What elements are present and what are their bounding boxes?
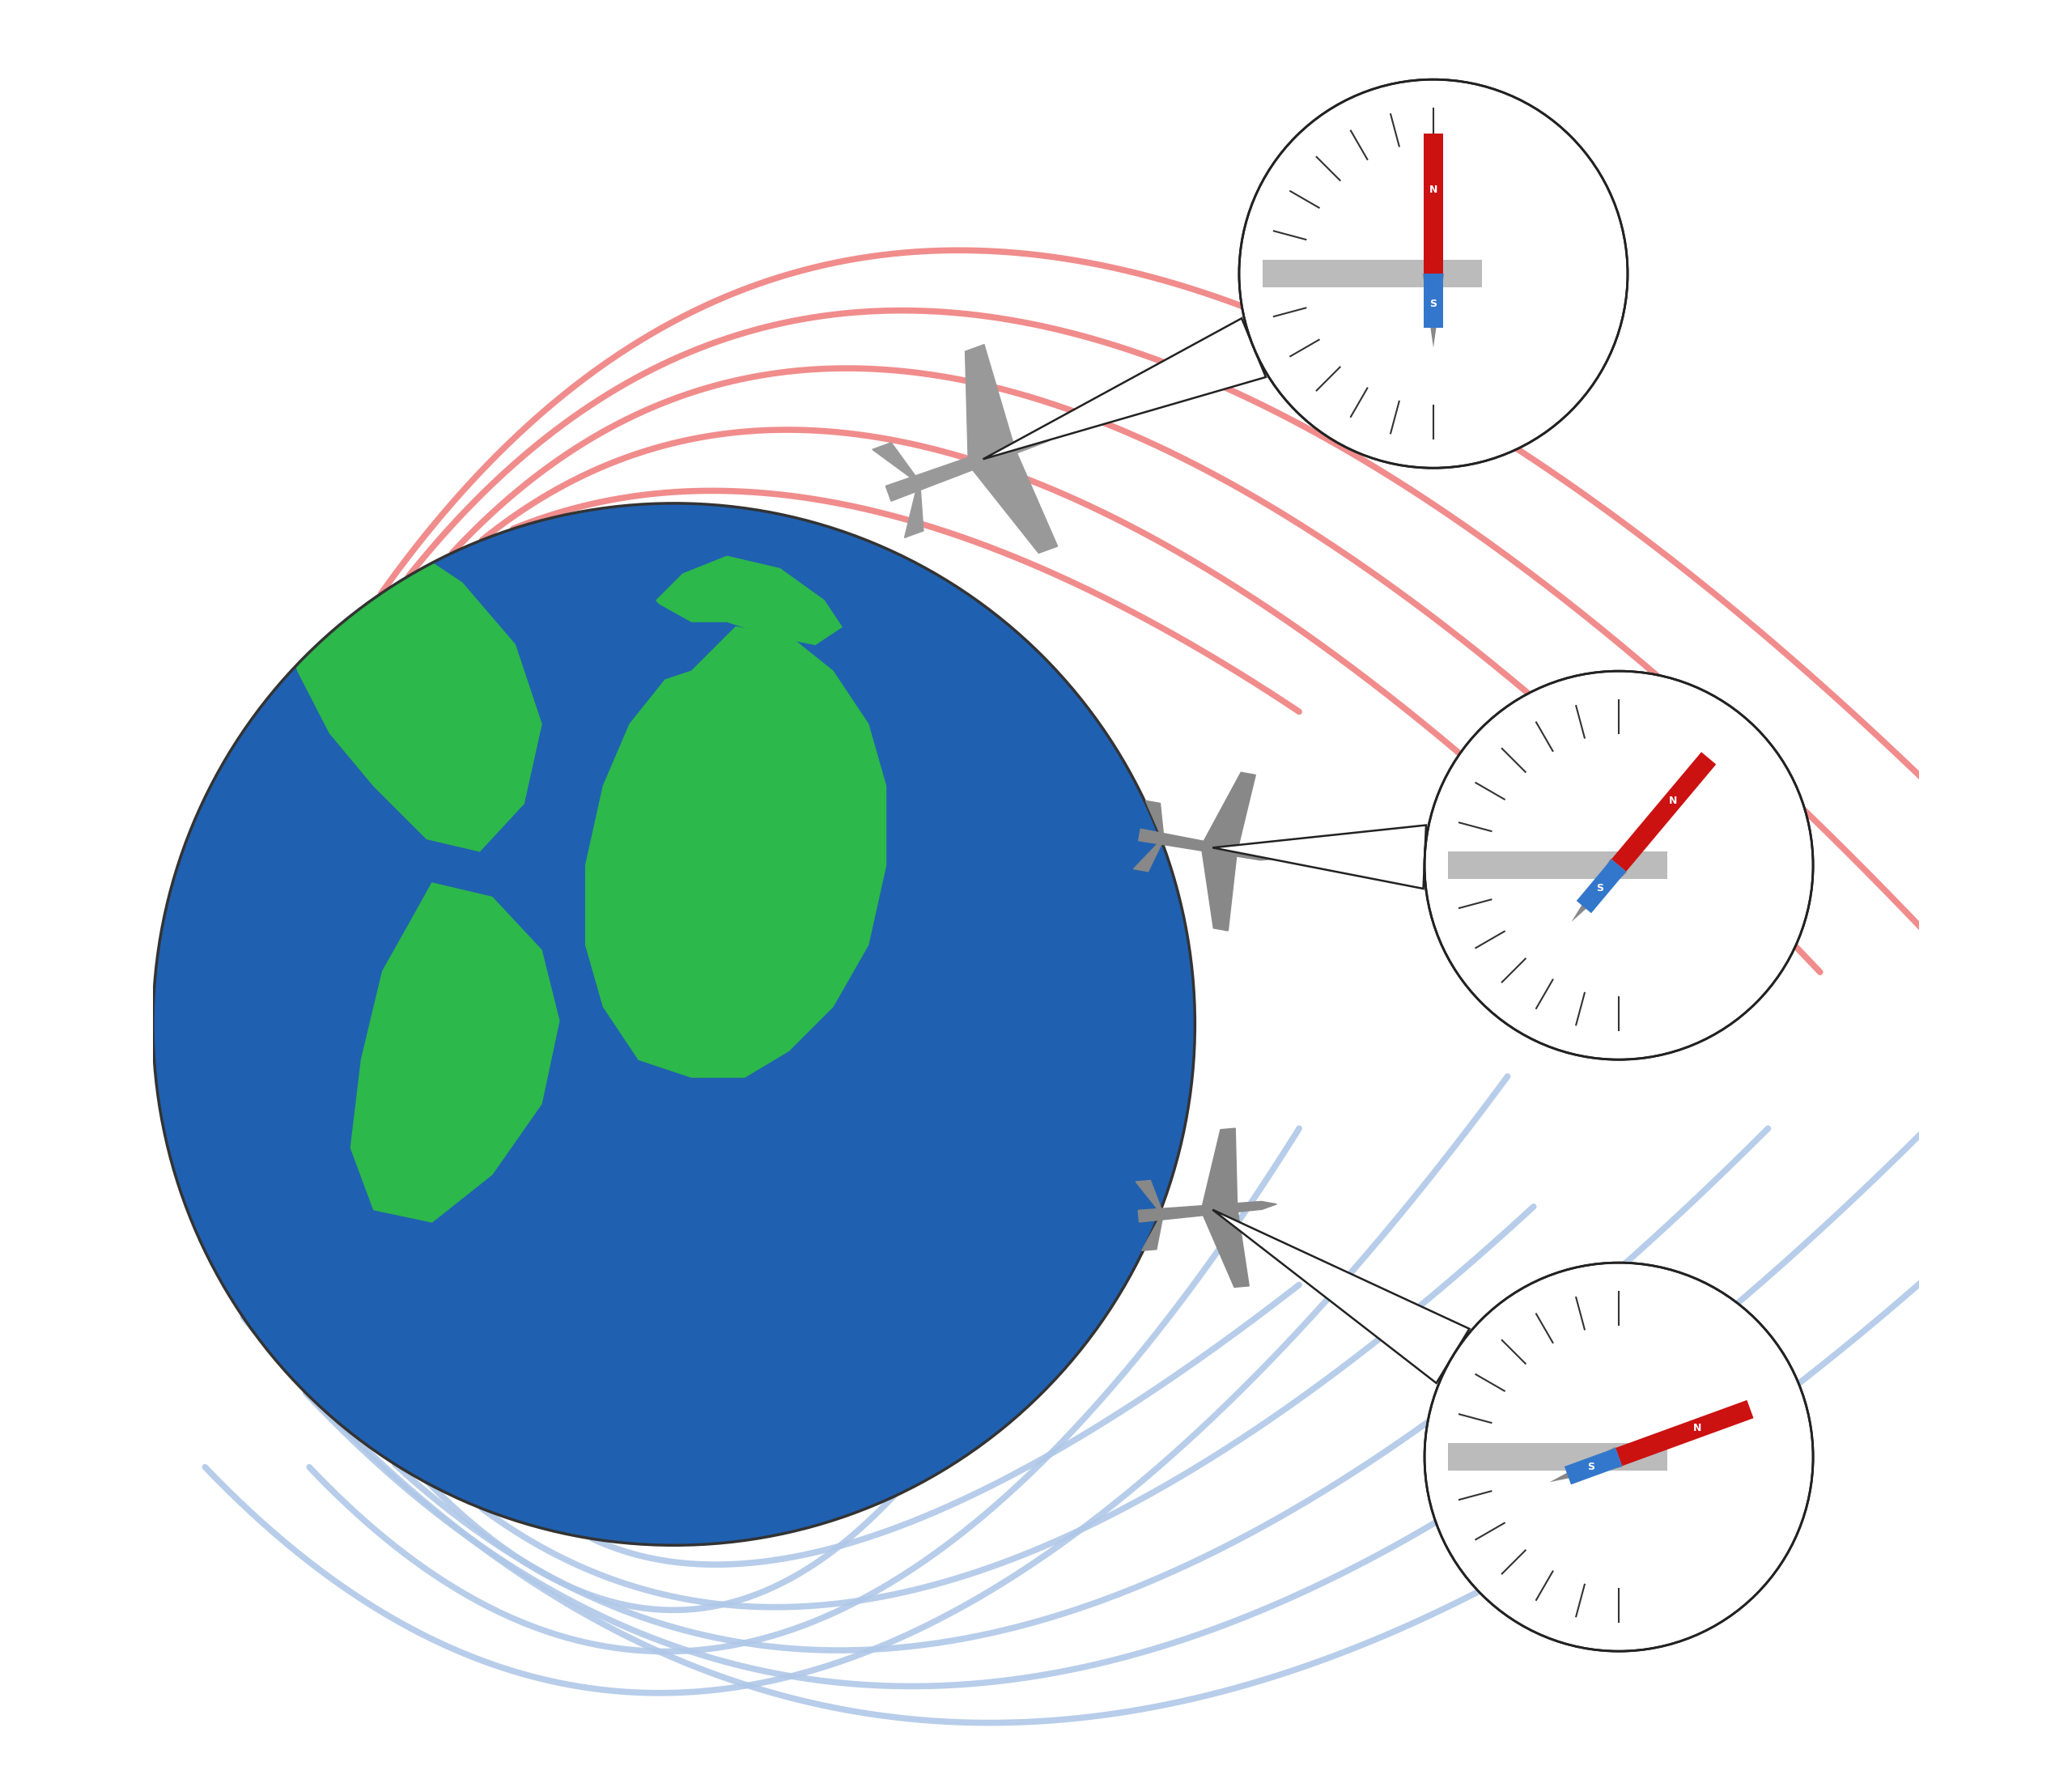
Circle shape [1239,79,1629,468]
Polygon shape [1133,800,1164,871]
Polygon shape [1135,1180,1162,1250]
Polygon shape [1612,752,1716,871]
Polygon shape [872,443,924,537]
Polygon shape [657,556,841,645]
Polygon shape [1138,1201,1276,1222]
Polygon shape [1564,1448,1622,1485]
Text: S: S [1430,298,1438,309]
Polygon shape [1550,1446,1622,1482]
Polygon shape [982,318,1266,459]
Text: S: S [1595,883,1604,894]
Circle shape [153,503,1196,1545]
Polygon shape [282,530,541,851]
Polygon shape [1423,274,1444,348]
Circle shape [1426,1263,1813,1651]
Polygon shape [1138,828,1276,860]
Polygon shape [1423,134,1442,274]
Polygon shape [1423,274,1442,328]
Polygon shape [1448,851,1668,879]
Polygon shape [586,627,887,1077]
Polygon shape [1577,860,1627,913]
Polygon shape [1212,1210,1469,1383]
Polygon shape [966,344,1057,553]
Text: N: N [1693,1423,1701,1434]
Polygon shape [350,883,559,1222]
Polygon shape [1616,1400,1753,1466]
Text: N: N [1430,185,1438,194]
Polygon shape [1212,825,1426,888]
Polygon shape [1202,772,1256,931]
Text: N: N [1668,796,1676,807]
Polygon shape [1571,858,1627,922]
Polygon shape [885,429,1065,502]
Polygon shape [1262,260,1481,288]
Polygon shape [1448,1443,1668,1471]
Polygon shape [1202,1128,1249,1287]
Polygon shape [369,438,491,544]
Text: S: S [1587,1462,1593,1473]
Circle shape [1426,671,1813,1060]
